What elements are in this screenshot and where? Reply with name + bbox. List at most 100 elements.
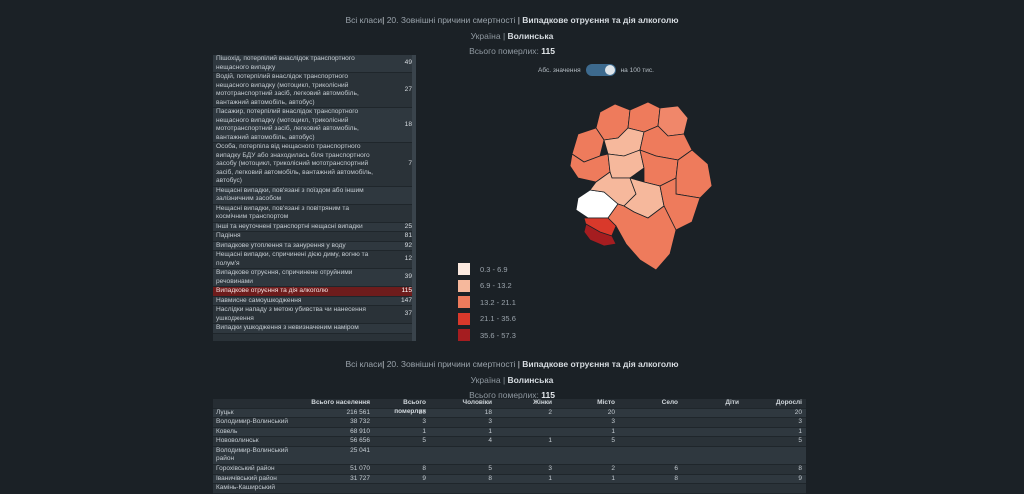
cause-row[interactable]: Випадки ушкодження з невизначеним наміро… — [213, 324, 415, 334]
cause-value: 81 — [404, 232, 412, 239]
table-breadcrumb-current: Випадкове отруєння та дія алкоголю — [522, 359, 679, 369]
legend-item: 13.2 - 21.1 — [458, 294, 516, 310]
breadcrumb-all-classes[interactable]: Всі класи — [345, 15, 383, 25]
breadcrumb-group[interactable]: 20. Зовнішні причини смертності — [386, 15, 516, 25]
legend-item: 6.9 - 13.2 — [458, 278, 516, 294]
table-cell: 1 — [422, 427, 426, 435]
table-cell: 4 — [488, 437, 492, 445]
cause-value: 92 — [404, 241, 412, 249]
table-cell: 3 — [488, 418, 492, 426]
legend-item: 21.1 - 35.6 — [458, 311, 516, 327]
cause-row[interactable]: Водій, потерпілий внаслідок транспортног… — [213, 73, 415, 108]
table-header-cell[interactable]: Чоловіки — [462, 399, 492, 406]
table-header-cell[interactable]: Село — [661, 399, 678, 406]
table-header-cell[interactable]: Дорослі — [775, 399, 802, 406]
map-district-far-east[interactable] — [675, 149, 713, 199]
cause-label: Пішохід, потерпілий внаслідок транспортн… — [216, 55, 355, 71]
cause-row[interactable]: Наслідки нападу з метою убивства чи нане… — [213, 306, 415, 324]
table-cell: 1 — [488, 427, 492, 435]
cause-label: Нещасні випадки, пов'язані з поїздом або… — [216, 186, 364, 203]
district-table: Всього населення Всього померлих Чоловіки Ж… — [213, 399, 806, 494]
table-cell: 2 — [611, 464, 615, 472]
table-row[interactable]: Володимир-Волинський район 25 041 — [213, 446, 806, 465]
toggle-switch[interactable] — [585, 64, 616, 76]
table-cell: 56 656 — [350, 437, 370, 445]
cause-value: 12 — [404, 255, 412, 263]
table-header-cell[interactable]: Всього померлих — [394, 399, 426, 415]
table-row[interactable]: Камінь-Каширський — [213, 484, 806, 494]
causes-scrollbar[interactable] — [412, 55, 416, 341]
cause-row[interactable]: Нещасні випадки, спричинені дією диму, в… — [213, 251, 415, 269]
cause-label: Нещасні випадки, пов'язані з повітряним … — [216, 204, 350, 221]
cause-row[interactable]: Навмисне самоушкодження 147 — [213, 296, 415, 306]
cause-row[interactable]: Випадкове отруєння та дія алкоголю 115 — [213, 287, 415, 297]
table-cell: 25 041 — [350, 446, 370, 454]
table-row[interactable]: Нововолинськ 56 656 5 4 1 5 5 — [213, 437, 806, 447]
table-cell: Іваничівський район — [216, 474, 277, 482]
map-legend: 0.3 - 6.9 6.9 - 13.2 13.2 - 21.1 21.1 - … — [458, 261, 516, 344]
table-cell — [739, 447, 806, 464]
table-header-cell[interactable]: Діти — [725, 399, 739, 406]
table-cell: 6 — [674, 464, 678, 472]
legend-item: 35.6 - 57.3 — [458, 327, 516, 343]
cause-label: Особа, потерпіла від нещасного транспорт… — [216, 143, 373, 184]
table-cell — [370, 447, 426, 464]
cause-row[interactable]: Падіння 81 — [213, 232, 415, 242]
table-cell — [615, 484, 678, 493]
table-cell: 2 — [548, 408, 552, 416]
table-cell: 5 — [488, 464, 492, 472]
causes-list[interactable]: Пішохід, потерпілий внаслідок транспортн… — [213, 55, 415, 341]
breadcrumb: Всі класи| 20. Зовнішні причини смертнос… — [345, 15, 679, 25]
table-cell — [492, 484, 552, 493]
table-cell — [290, 484, 370, 493]
region-parent-link[interactable]: Україна — [470, 31, 501, 41]
table-cell: 38 732 — [350, 418, 370, 426]
cause-label: Інші та неуточнені транспортні нещасні в… — [216, 222, 363, 230]
map-district-south-west-tip[interactable] — [583, 223, 617, 247]
cause-row[interactable]: Пасажир, потерпілий внаслідок транспортн… — [213, 108, 415, 143]
cause-row[interactable]: Пішохід, потерпілий внаслідок транспортн… — [213, 55, 415, 73]
total-deaths: Всього померлих: 115 — [0, 46, 1024, 56]
cause-row[interactable]: Інші та неуточнені транспортні нещасні в… — [213, 222, 415, 232]
legend-item: 0.3 - 6.9 — [458, 261, 516, 277]
table-cell: 5 — [798, 437, 802, 445]
table-cell: Луцьк — [216, 408, 234, 416]
cause-row[interactable]: Випадкове отруєння, спричинене отруйними… — [213, 269, 415, 287]
table-row[interactable]: Володимир-Волинський 38 732 3 3 3 3 — [213, 418, 806, 428]
table-breadcrumb-all-classes[interactable]: Всі класи — [345, 359, 383, 369]
table-cell — [678, 418, 739, 427]
table-row[interactable]: Горохівський район 51 070 8 5 3 2 6 8 — [213, 465, 806, 475]
cause-label: Нещасні випадки, спричинені дією диму, в… — [216, 251, 369, 267]
table-header-cell[interactable] — [213, 399, 290, 408]
legend-label: 21.1 - 35.6 — [480, 314, 516, 323]
table-row[interactable]: Ковель 68 910 1 1 1 1 — [213, 427, 806, 438]
value-mode-toggle[interactable]: Абс. значення на 100 тис. — [538, 64, 654, 76]
table-cell: 8 — [422, 464, 426, 472]
table-cell — [615, 418, 678, 427]
table-cell — [678, 484, 739, 493]
table-cell — [739, 484, 806, 493]
table-header-cell[interactable]: Жінки — [533, 399, 552, 406]
table-cell: Камінь-Каширський — [216, 484, 276, 492]
toggle-right-label: на 100 тис. — [620, 66, 654, 74]
table-cell — [615, 437, 678, 446]
cause-label: Випадки ушкодження з невизначеним наміро… — [216, 324, 359, 331]
table-cell — [615, 447, 678, 464]
cause-label: Пасажир, потерпілий внаслідок транспортн… — [216, 108, 359, 141]
legend-swatch — [458, 279, 470, 292]
table-header-cell[interactable]: Всього населення — [311, 399, 370, 406]
toggle-left-label: Абс. значення — [538, 66, 581, 74]
table-region-parent-link[interactable]: Україна — [470, 375, 501, 385]
table-breadcrumb-group[interactable]: 20. Зовнішні причини смертності — [386, 359, 516, 369]
cause-row[interactable]: Нещасні випадки, пов'язані з повітряним … — [213, 205, 415, 223]
legend-swatch — [458, 312, 470, 325]
table-row[interactable]: Луцьк 216 561 20 18 2 20 20 — [213, 408, 806, 419]
cause-row[interactable]: Особа, потерпіла від нещасного транспорт… — [213, 143, 415, 187]
table-row[interactable]: Іваничівський район 31 727 9 8 1 1 8 9 — [213, 474, 806, 485]
cause-row[interactable]: Нещасні випадки, пов'язані з поїздом або… — [213, 186, 415, 205]
cause-row[interactable]: Випадкове утоплення та занурення у воду 9… — [213, 241, 415, 251]
table-cell: 3 — [422, 418, 426, 426]
region-map[interactable] — [560, 94, 720, 274]
table-header-cell[interactable]: Місто — [597, 399, 615, 406]
table-breadcrumb: Всі класи| 20. Зовнішні причини смертнос… — [345, 359, 679, 369]
